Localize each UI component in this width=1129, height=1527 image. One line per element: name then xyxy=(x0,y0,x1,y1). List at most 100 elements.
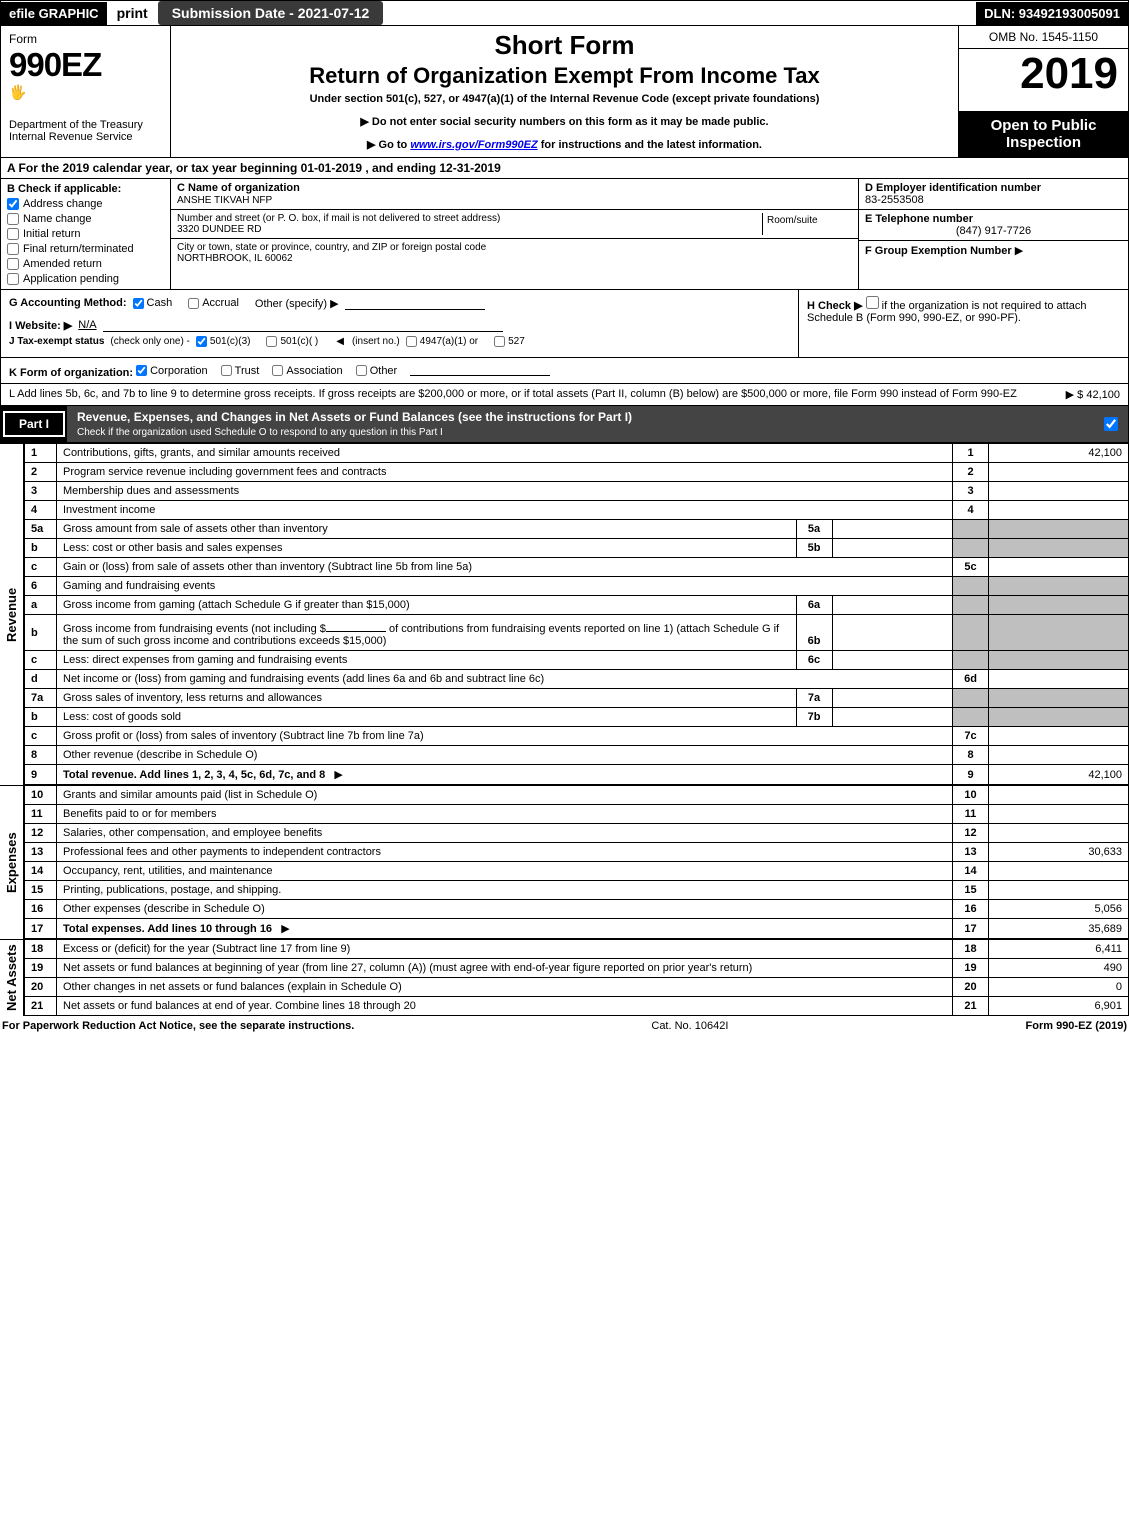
table-row: 1Contributions, gifts, grants, and simil… xyxy=(25,444,1129,463)
return-title: Return of Organization Exempt From Incom… xyxy=(181,63,948,89)
chk-accrual[interactable]: Accrual xyxy=(188,297,239,309)
table-row: 6Gaming and fundraising events xyxy=(25,577,1129,596)
efile-label: efile GRAPHIC xyxy=(1,2,107,25)
expenses-section-label: Expenses xyxy=(0,785,24,939)
table-row: dNet income or (loss) from gaming and fu… xyxy=(25,670,1129,689)
table-row: 14Occupancy, rent, utilities, and mainte… xyxy=(25,862,1129,881)
chk-corporation[interactable]: Corporation xyxy=(136,365,207,377)
table-row: 16Other expenses (describe in Schedule O… xyxy=(25,900,1129,919)
row-g-label: G Accounting Method: xyxy=(9,297,127,309)
revenue-table: 1Contributions, gifts, grants, and simil… xyxy=(24,443,1129,785)
form-header: Form 990EZ 🖐 Department of the Treasury … xyxy=(0,26,1129,158)
chk-schedule-b[interactable] xyxy=(866,296,879,309)
city-value: NORTHBROOK, IL 60062 xyxy=(177,253,852,264)
chk-schedule-o[interactable] xyxy=(1104,417,1118,431)
table-row: bGross income from fundraising events (n… xyxy=(25,615,1129,651)
row-l: L Add lines 5b, 6c, and 7b to line 9 to … xyxy=(0,384,1129,406)
subtitle-section: Under section 501(c), 527, or 4947(a)(1)… xyxy=(181,93,948,105)
chk-527[interactable]: 527 xyxy=(494,336,525,347)
footer-center: Cat. No. 10642I xyxy=(651,1020,728,1032)
department-label: Department of the Treasury xyxy=(9,119,162,131)
irs-label: Internal Revenue Service xyxy=(9,131,162,143)
netassets-section-label: Net Assets xyxy=(0,939,24,1016)
efile-topbar: efile GRAPHIC print Submission Date - 20… xyxy=(0,0,1129,26)
revenue-section-label: Revenue xyxy=(0,443,24,785)
table-row: 19Net assets or fund balances at beginni… xyxy=(25,959,1129,978)
part-i-header: Part I Revenue, Expenses, and Changes in… xyxy=(0,406,1129,443)
subtitle-ssn: ▶ Do not enter social security numbers o… xyxy=(181,115,948,128)
table-row: cGross profit or (loss) from sales of in… xyxy=(25,727,1129,746)
group-exemption-label: F Group Exemption Number xyxy=(865,245,1012,257)
submission-date: Submission Date - 2021-07-12 xyxy=(158,1,384,25)
phone-value: (847) 917-7726 xyxy=(865,225,1122,237)
table-row: 12Salaries, other compensation, and empl… xyxy=(25,824,1129,843)
part-i-label: Part I xyxy=(3,411,65,437)
row-l-text: L Add lines 5b, 6c, and 7b to line 9 to … xyxy=(9,388,1058,401)
chk-501c[interactable]: 501(c)( ) xyxy=(266,336,318,347)
subtitle-goto: ▶ Go to www.irs.gov/Form990EZ for instru… xyxy=(181,138,948,151)
table-row: 13Professional fees and other payments t… xyxy=(25,843,1129,862)
website-value: N/A xyxy=(78,319,96,331)
col-b-header: B Check if applicable: xyxy=(7,183,164,195)
org-name: ANSHE TIKVAH NFP xyxy=(177,195,852,206)
chk-initial-return[interactable]: Initial return xyxy=(7,228,164,240)
table-row: 2Program service revenue including gover… xyxy=(25,463,1129,482)
form-label: Form xyxy=(9,32,162,46)
table-row: bLess: cost or other basis and sales exp… xyxy=(25,539,1129,558)
table-row: 21Net assets or fund balances at end of … xyxy=(25,997,1129,1016)
chk-cash[interactable]: Cash xyxy=(133,297,173,309)
table-row: cGain or (loss) from sale of assets othe… xyxy=(25,558,1129,577)
chk-association[interactable]: Association xyxy=(272,365,342,377)
chk-final-return[interactable]: Final return/terminated xyxy=(7,243,164,255)
table-row: 5aGross amount from sale of assets other… xyxy=(25,520,1129,539)
row-j-label: J Tax-exempt status xyxy=(9,336,104,347)
part-i-title: Revenue, Expenses, and Changes in Net As… xyxy=(77,410,632,424)
chk-other-org[interactable]: Other xyxy=(356,365,398,377)
table-row: 4Investment income4 xyxy=(25,501,1129,520)
ein-value: 83-2553508 xyxy=(865,194,924,206)
table-row: bLess: cost of goods sold7b xyxy=(25,708,1129,727)
city-label: City or town, state or province, country… xyxy=(177,242,852,253)
ein-label: D Employer identification number xyxy=(865,182,1041,194)
chk-address-change[interactable]: Address change xyxy=(7,198,164,210)
open-public-badge: Open to Public Inspection xyxy=(959,111,1128,157)
part-i-subtitle: Check if the organization used Schedule … xyxy=(77,427,443,438)
form-number: 990EZ xyxy=(9,46,162,84)
row-i-label: I Website: ▶ xyxy=(9,319,72,332)
col-c-name-label: C Name of organization xyxy=(177,182,846,194)
chk-name-change[interactable]: Name change xyxy=(7,213,164,225)
table-row: 9Total revenue. Add lines 1, 2, 3, 4, 5c… xyxy=(25,765,1129,785)
chk-amended-return[interactable]: Amended return xyxy=(7,258,164,270)
table-row: 3Membership dues and assessments3 xyxy=(25,482,1129,501)
chk-4947[interactable]: 4947(a)(1) or xyxy=(406,336,478,347)
chk-trust[interactable]: Trust xyxy=(221,365,260,377)
tax-year: 2019 xyxy=(959,49,1128,99)
phone-label: E Telephone number xyxy=(865,213,973,225)
print-button[interactable]: print xyxy=(107,1,158,25)
footer-right: Form 990-EZ (2019) xyxy=(1026,1020,1127,1032)
addr-label: Number and street (or P. O. box, if mail… xyxy=(177,213,762,224)
org-info-section: B Check if applicable: Address change Na… xyxy=(0,179,1129,290)
row-j-note: (check only one) - xyxy=(110,336,189,347)
addr-value: 3320 DUNDEE RD xyxy=(177,224,762,235)
row-gh: G Accounting Method: Cash Accrual Other … xyxy=(0,290,1129,358)
table-row: 10Grants and similar amounts paid (list … xyxy=(25,786,1129,805)
chk-application-pending[interactable]: Application pending xyxy=(7,273,164,285)
table-row: 17Total expenses. Add lines 10 through 1… xyxy=(25,919,1129,939)
table-row: 7aGross sales of inventory, less returns… xyxy=(25,689,1129,708)
omb-number: OMB No. 1545-1150 xyxy=(959,26,1128,49)
page-footer: For Paperwork Reduction Act Notice, see … xyxy=(0,1016,1129,1036)
irs-link[interactable]: www.irs.gov/Form990EZ xyxy=(410,139,537,151)
row-a-period: A For the 2019 calendar year, or tax yea… xyxy=(0,158,1129,179)
table-row: cLess: direct expenses from gaming and f… xyxy=(25,651,1129,670)
group-exemption-arrow: ▶ xyxy=(1015,245,1023,257)
footer-left: For Paperwork Reduction Act Notice, see … xyxy=(2,1020,354,1032)
netassets-table: 18Excess or (deficit) for the year (Subt… xyxy=(24,939,1129,1016)
chk-501c3[interactable]: 501(c)(3) xyxy=(196,336,251,347)
room-suite-label: Room/suite xyxy=(762,213,852,235)
expenses-table: 10Grants and similar amounts paid (list … xyxy=(24,785,1129,939)
row-k: K Form of organization: Corporation Trus… xyxy=(0,358,1129,384)
row-h-label: H Check ▶ xyxy=(807,300,863,312)
table-row: 18Excess or (deficit) for the year (Subt… xyxy=(25,940,1129,959)
table-row: 11Benefits paid to or for members11 xyxy=(25,805,1129,824)
